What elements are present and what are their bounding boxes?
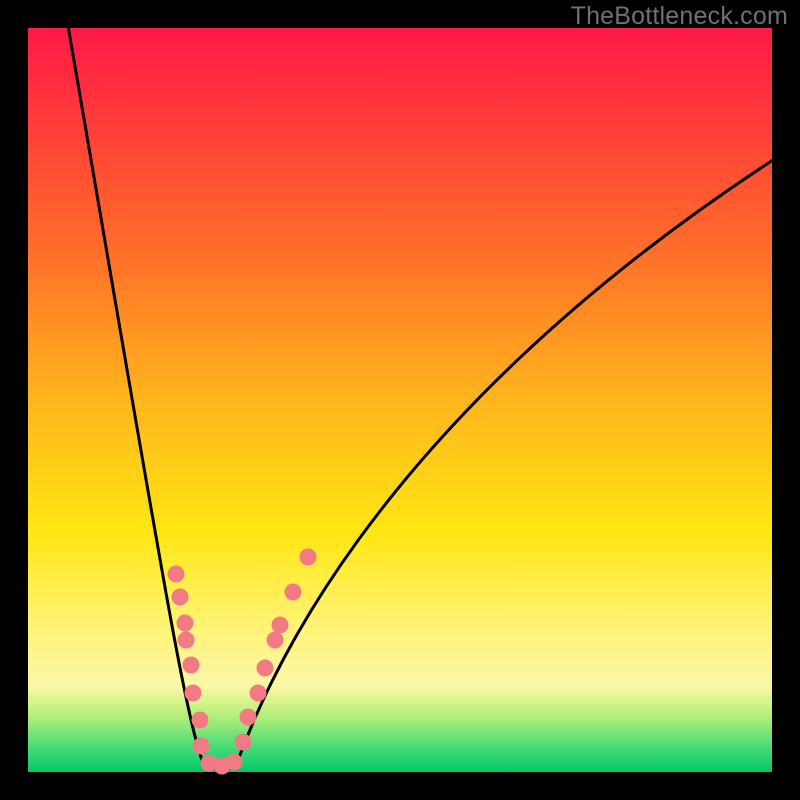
data-point <box>250 685 267 702</box>
data-point <box>300 549 317 566</box>
watermark-label: TheBottleneck.com <box>571 2 788 31</box>
data-point <box>285 584 302 601</box>
data-point <box>235 734 252 751</box>
data-point <box>192 712 209 729</box>
data-point <box>183 657 200 674</box>
data-point <box>178 632 195 649</box>
data-point <box>168 566 185 583</box>
plot-background <box>28 28 772 772</box>
data-point <box>267 632 284 649</box>
data-point <box>257 660 274 677</box>
data-point <box>240 709 257 726</box>
data-point <box>172 589 189 606</box>
data-point <box>185 685 202 702</box>
bottleneck-chart <box>0 0 800 800</box>
data-point <box>177 615 194 632</box>
chart-stage: TheBottleneck.com <box>0 0 800 800</box>
data-point <box>193 738 210 755</box>
data-point <box>226 754 243 771</box>
data-point <box>272 617 289 634</box>
